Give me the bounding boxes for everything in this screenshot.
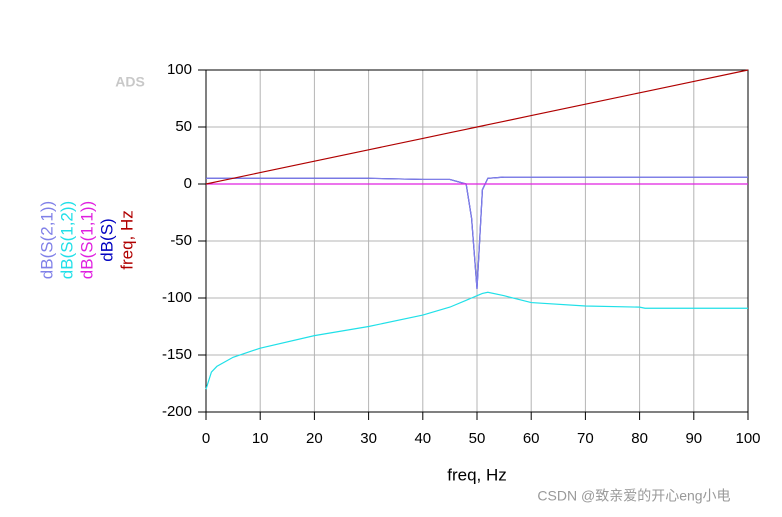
x-tick-label: 50 — [469, 430, 486, 447]
x-tick-label: 10 — [252, 430, 269, 447]
y-tick-label: -200 — [162, 403, 192, 420]
x-tick-label: 0 — [202, 430, 210, 447]
x-tick-label: 100 — [735, 430, 760, 447]
x-tick-label: 70 — [577, 430, 594, 447]
logo: ADS — [115, 74, 145, 90]
y-tick-label: -50 — [170, 232, 192, 249]
plot-frame — [205, 69, 749, 413]
y-tick-label: -100 — [162, 289, 192, 306]
series-line — [205, 69, 749, 185]
legend-entry: dB(S(1,2)) — [57, 201, 76, 279]
y-tick-label: 50 — [175, 118, 192, 135]
y-tick-label: -150 — [162, 346, 192, 363]
x-axis-label: freq, Hz — [447, 465, 507, 484]
legend-entry: dB(S(1,1)) — [77, 201, 96, 279]
x-tick-label: 40 — [414, 430, 431, 447]
y-tick-label: 100 — [167, 61, 192, 78]
x-tick-label: 20 — [306, 430, 323, 447]
watermark: CSDN @致亲爱的开心eng小电 — [537, 488, 730, 504]
x-tick-label: 80 — [631, 430, 648, 447]
series-line — [206, 176, 748, 289]
x-tick-label: 60 — [523, 430, 540, 447]
y-tick-label: 0 — [184, 175, 192, 192]
x-tick-label: 30 — [360, 430, 377, 447]
legend-entry: dB(S) — [97, 218, 116, 261]
legend-entry: dB(S(2,1)) — [37, 201, 56, 279]
legend-entry: freq, Hz — [117, 210, 136, 270]
x-tick-label: 90 — [685, 430, 702, 447]
series-line — [205, 291, 748, 390]
